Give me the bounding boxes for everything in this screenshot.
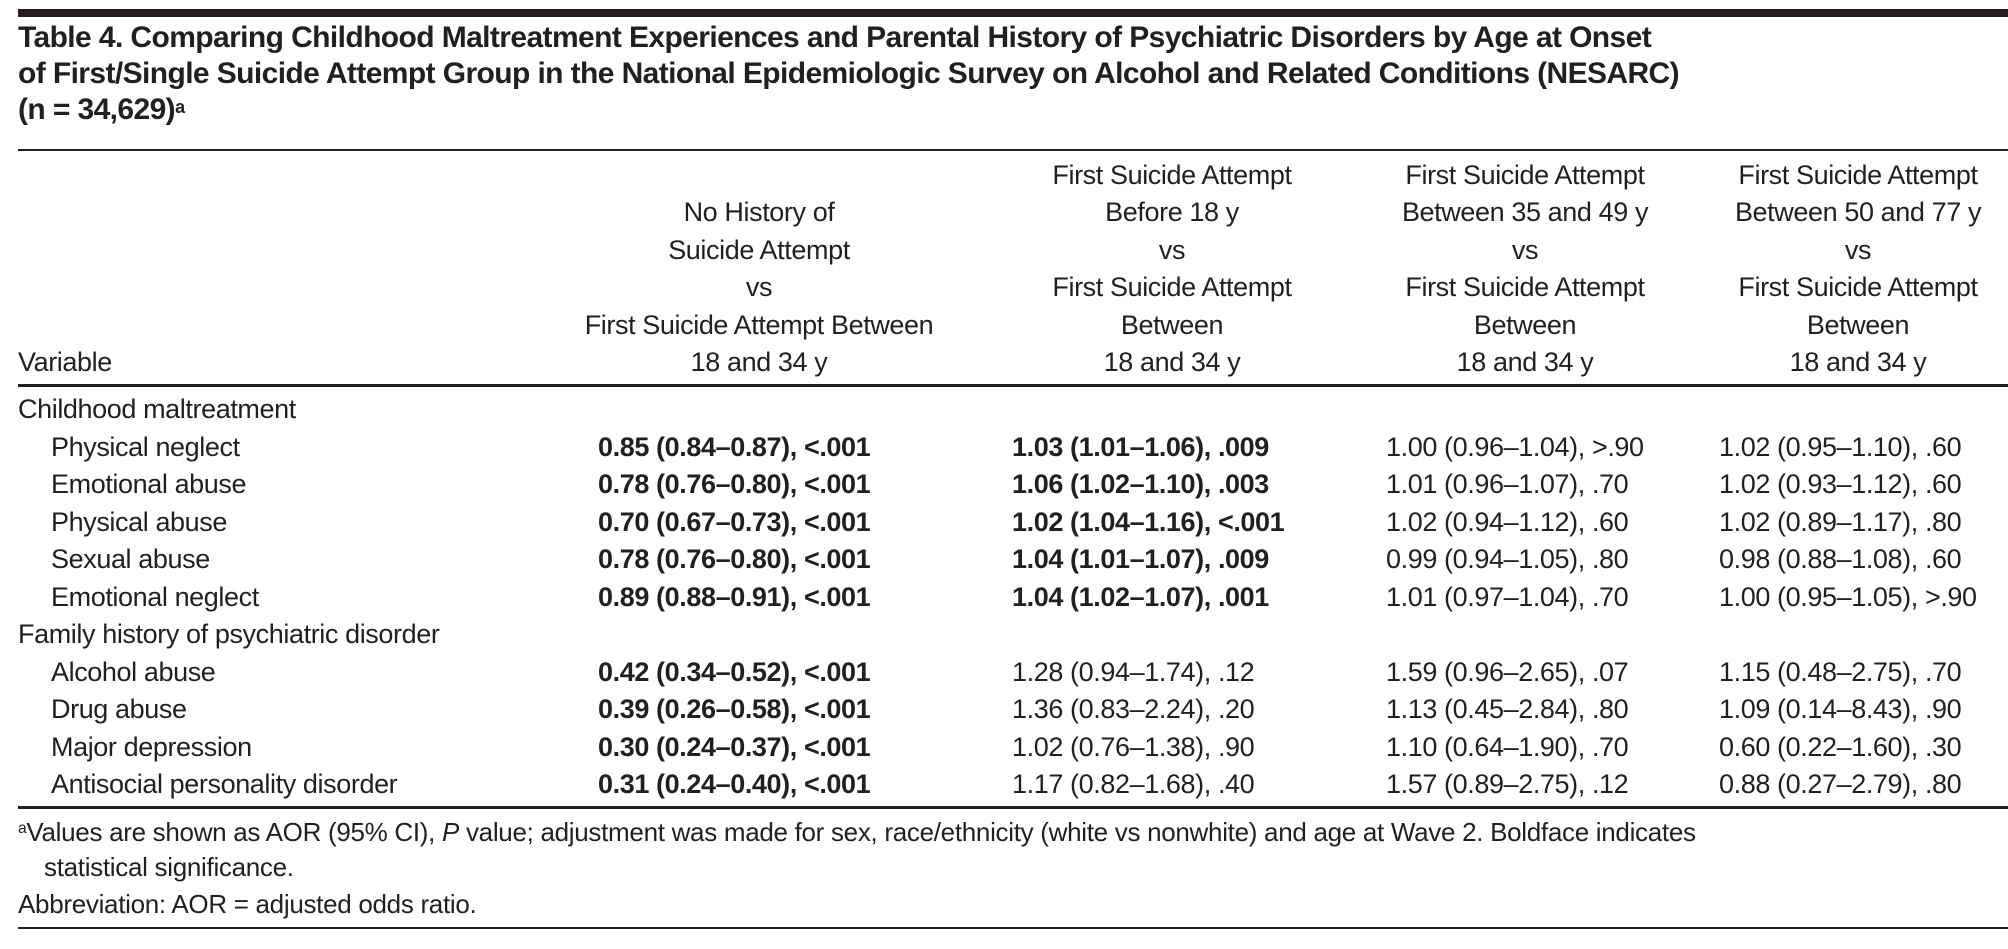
cell-col-4: 1.00 (0.95–1.05), >.90 bbox=[1719, 581, 1977, 612]
group-label: Family history of psychiatric disorder bbox=[18, 619, 440, 649]
cell-col-3: 1.10 (0.64–1.90), .70 bbox=[1386, 731, 1629, 762]
page-bottom-rule bbox=[18, 927, 2008, 929]
table-title-line-1: Table 4. Comparing Childhood Maltreatmen… bbox=[18, 21, 1652, 54]
header-col-1-line: Suicide Attempt bbox=[668, 234, 850, 265]
cell-col-2: 1.04 (1.01–1.07), .009 bbox=[1012, 544, 1269, 574]
footnote-a-text-cont: value; adjustment was made for sex, race… bbox=[459, 817, 1696, 847]
cell-col-2: 1.36 (0.83–2.24), .20 bbox=[1012, 694, 1255, 724]
cell-col-3: 1.02 (0.94–1.12), .60 bbox=[1386, 506, 1629, 537]
header-variable: Variable bbox=[18, 347, 112, 377]
cell-col-3: 1.01 (0.96–1.07), .70 bbox=[1386, 469, 1629, 499]
cell-col-1: 0.78 (0.76–0.80), <.001 bbox=[598, 544, 871, 574]
header-col-2-line: vs bbox=[1158, 234, 1186, 265]
header-col-4-line: First Suicide Attempt bbox=[1738, 272, 1978, 302]
header-col-2-line: Before 18 y bbox=[1105, 197, 1239, 227]
footnote-a-text: Values are shown as AOR (95% CI), bbox=[26, 817, 442, 847]
header-col-4-line: vs bbox=[1844, 234, 1872, 265]
cell-col-4: 0.98 (0.88–1.08), .60 bbox=[1719, 544, 1962, 574]
cell-col-4: 0.60 (0.22–1.60), .30 bbox=[1719, 731, 1962, 762]
cell-col-1: 0.39 (0.26–0.58), <.001 bbox=[598, 694, 871, 724]
footnote-marker: a bbox=[175, 97, 185, 117]
header-col-4-line: First Suicide Attempt bbox=[1738, 159, 1978, 190]
cell-col-3: 1.57 (0.89–2.75), .12 bbox=[1386, 769, 1629, 799]
cell-col-3: 1.13 (0.45–2.84), .80 bbox=[1386, 694, 1629, 724]
cell-col-1: 0.42 (0.34–0.52), <.001 bbox=[598, 656, 871, 687]
cell-col-3: 1.00 (0.96–1.04), >.90 bbox=[1386, 431, 1644, 462]
row-label: Physical abuse bbox=[51, 506, 228, 537]
footnote-abbreviation: Abbreviation: AOR = adjusted odds ratio. bbox=[18, 889, 477, 919]
table-bottom-rule bbox=[18, 806, 2008, 809]
header-col-3-line: Between bbox=[1473, 309, 1577, 340]
cell-col-2: 1.03 (1.01–1.06), .009 bbox=[1012, 431, 1269, 462]
cell-col-4: 0.88 (0.27–2.79), .80 bbox=[1719, 769, 1962, 799]
cell-col-2: 1.04 (1.02–1.07), .001 bbox=[1012, 581, 1269, 612]
row-label: Drug abuse bbox=[51, 694, 187, 724]
cell-col-1: 0.31 (0.24–0.40), <.001 bbox=[598, 769, 871, 799]
footnote-a-italic: P bbox=[442, 817, 460, 847]
cell-col-1: 0.78 (0.76–0.80), <.001 bbox=[598, 469, 871, 499]
cell-col-4: 1.15 (0.48–2.75), .70 bbox=[1719, 656, 1962, 687]
footnote-a-marker: a bbox=[18, 820, 27, 837]
cell-col-1: 0.85 (0.84–0.87), <.001 bbox=[598, 431, 871, 462]
cell-col-1: 0.70 (0.67–0.73), <.001 bbox=[598, 506, 871, 537]
header-col-3-line: vs bbox=[1511, 234, 1539, 265]
header-col-3-line: 18 and 34 y bbox=[1456, 347, 1594, 377]
top-bar bbox=[18, 9, 2008, 17]
group-label: Childhood maltreatment bbox=[18, 394, 296, 424]
header-top-rule bbox=[18, 149, 2008, 151]
cell-col-4: 1.09 (0.14–8.43), .90 bbox=[1719, 694, 1962, 724]
header-col-2-line: Between bbox=[1120, 309, 1224, 340]
header-col-2-line: 18 and 34 y bbox=[1103, 347, 1241, 377]
cell-col-1: 0.30 (0.24–0.37), <.001 bbox=[598, 731, 871, 762]
cell-col-1: 0.89 (0.88–0.91), <.001 bbox=[598, 581, 871, 612]
header-col-3-line: First Suicide Attempt bbox=[1405, 272, 1645, 302]
cell-col-3: 1.01 (0.97–1.04), .70 bbox=[1386, 581, 1629, 612]
cell-col-2: 1.06 (1.02–1.10), .003 bbox=[1012, 469, 1269, 499]
header-col-1-line: 18 and 34 y bbox=[690, 347, 828, 377]
cell-col-2: 1.02 (0.76–1.38), .90 bbox=[1012, 731, 1255, 762]
cell-col-4: 1.02 (0.95–1.10), .60 bbox=[1719, 431, 1962, 462]
cell-col-2: 1.02 (1.04–1.16), <.001 bbox=[1012, 506, 1285, 537]
row-label: Antisocial personality disorder bbox=[51, 769, 398, 799]
table-title-line-3: (n = 34,629)a bbox=[18, 92, 185, 128]
header-col-1-line: First Suicide Attempt Between bbox=[584, 309, 934, 340]
header-col-4-line: Between bbox=[1806, 309, 1910, 340]
header-col-2-line: First Suicide Attempt bbox=[1052, 159, 1292, 190]
header-bottom-rule bbox=[18, 384, 2008, 387]
cell-col-4: 1.02 (0.89–1.17), .80 bbox=[1719, 506, 1962, 537]
cell-col-2: 1.17 (0.82–1.68), .40 bbox=[1012, 769, 1255, 799]
header-col-4-line: Between 50 and 77 y bbox=[1734, 197, 1982, 227]
footnote-a-line-2: statistical significance. bbox=[44, 852, 294, 882]
header-col-3-line: First Suicide Attempt bbox=[1405, 159, 1645, 190]
header-col-1-line: vs bbox=[745, 272, 773, 302]
header-col-4-line: 18 and 34 y bbox=[1789, 347, 1927, 377]
header-col-3-line: Between 35 and 49 y bbox=[1401, 197, 1649, 227]
sample-size: (n = 34,629) bbox=[18, 93, 176, 126]
row-label: Physical neglect bbox=[51, 431, 240, 462]
cell-col-2: 1.28 (0.94–1.74), .12 bbox=[1012, 656, 1255, 687]
footnote-a: aValues are shown as AOR (95% CI), P val… bbox=[18, 814, 1696, 850]
row-label: Alcohol abuse bbox=[51, 656, 216, 687]
row-label: Emotional abuse bbox=[51, 469, 247, 499]
cell-col-3: 1.59 (0.96–2.65), .07 bbox=[1386, 656, 1629, 687]
header-col-2-line: First Suicide Attempt bbox=[1052, 272, 1292, 302]
header-col-1-line: No History of bbox=[683, 197, 835, 227]
row-label: Sexual abuse bbox=[51, 544, 210, 574]
table-title-line-2: of First/Single Suicide Attempt Group in… bbox=[18, 57, 1680, 90]
row-label: Major depression bbox=[51, 731, 252, 762]
cell-col-4: 1.02 (0.93–1.12), .60 bbox=[1719, 469, 1962, 499]
row-label: Emotional neglect bbox=[51, 581, 259, 612]
cell-col-3: 0.99 (0.94–1.05), .80 bbox=[1386, 544, 1629, 574]
